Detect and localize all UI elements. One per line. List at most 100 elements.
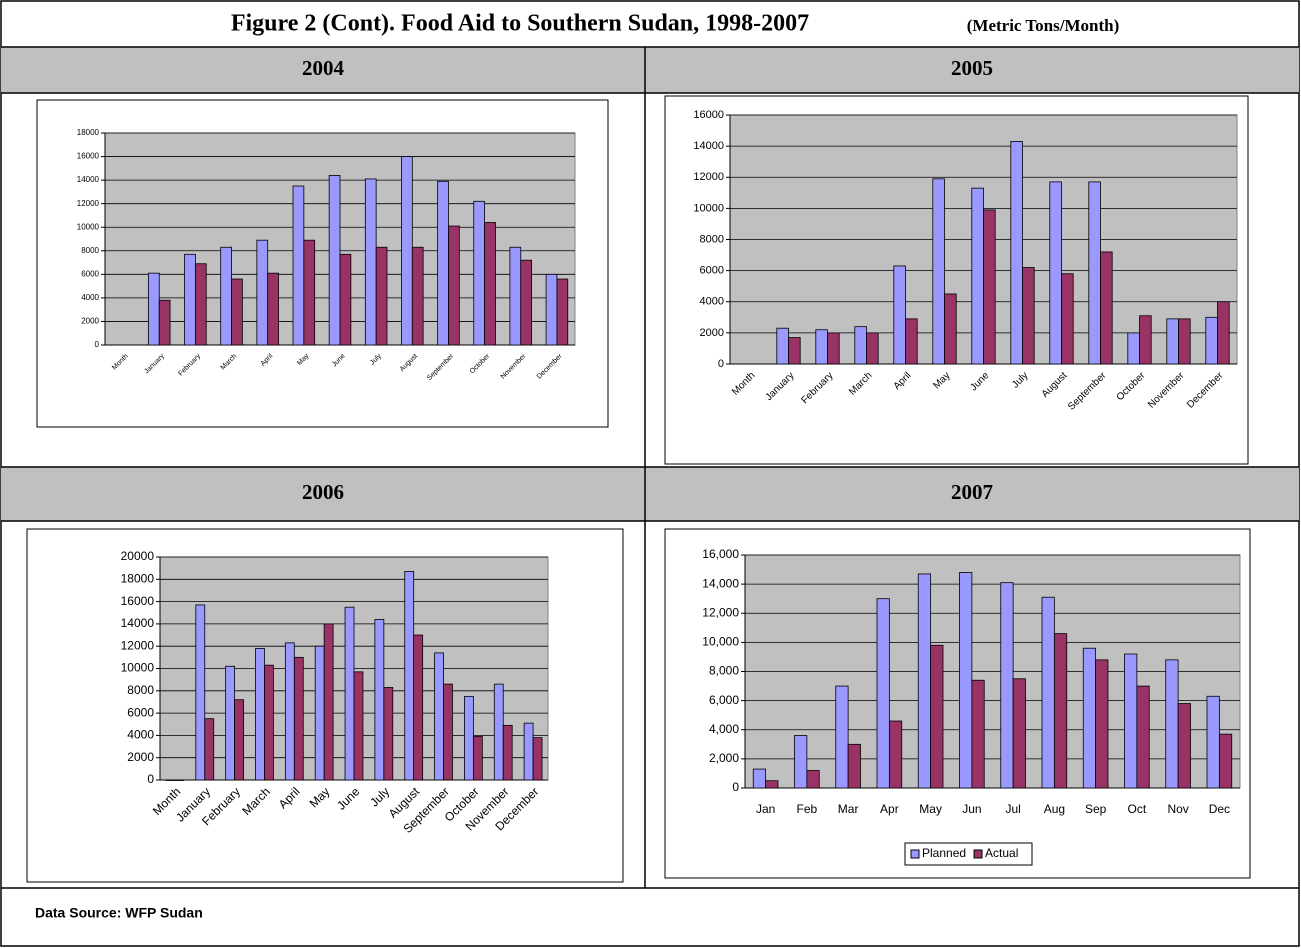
bar <box>776 327 789 365</box>
y-tick-label: 18000 <box>77 128 100 137</box>
bar <box>502 724 513 781</box>
y-tick-label: 6000 <box>127 705 154 719</box>
bar <box>1218 733 1233 789</box>
bar <box>545 273 558 346</box>
bar <box>264 664 274 781</box>
bar <box>893 265 906 365</box>
bar <box>374 619 385 781</box>
bar <box>1088 181 1101 365</box>
bar <box>520 259 533 346</box>
table-lines <box>1 46 1299 889</box>
bar <box>523 722 534 781</box>
bar <box>413 634 424 781</box>
y-tick-label: 4000 <box>81 293 99 302</box>
y-tick-label: 8000 <box>81 246 99 255</box>
bar <box>1166 318 1179 365</box>
x-tick-label: Aug <box>1044 802 1065 816</box>
y-tick-label: 8000 <box>700 233 724 245</box>
bar <box>448 225 460 346</box>
bar <box>788 337 801 365</box>
legend-box <box>904 842 1033 866</box>
bar <box>375 246 388 346</box>
x-tick-label: Dec <box>1209 802 1230 816</box>
bar <box>195 604 206 781</box>
bar <box>1095 659 1109 789</box>
x-tick-label: Jul <box>1005 802 1020 816</box>
bar <box>284 642 295 781</box>
bar <box>1041 596 1055 789</box>
y-tick-label: 16000 <box>77 152 100 161</box>
bar <box>225 665 236 781</box>
y-tick-label: 12000 <box>693 171 724 183</box>
bar <box>231 278 243 346</box>
bar <box>1061 273 1074 365</box>
bar <box>765 780 779 789</box>
header-row <box>1 467 1299 521</box>
bar <box>944 293 957 365</box>
y-tick-label: 12000 <box>77 199 100 208</box>
bar <box>255 648 265 781</box>
legend-label: Actual <box>985 846 1018 860</box>
bar <box>443 683 453 781</box>
bar <box>1205 316 1218 365</box>
legend-swatch <box>910 849 920 859</box>
bar <box>1139 315 1152 365</box>
bar <box>204 718 215 781</box>
bar <box>1177 703 1191 789</box>
bar <box>364 178 377 346</box>
bar <box>234 699 244 781</box>
bar <box>437 180 449 346</box>
bar <box>959 572 973 789</box>
bar <box>888 720 903 789</box>
page-subtitle: (Metric Tons/Month) <box>967 16 1120 35</box>
bar <box>905 318 918 365</box>
header-row <box>1 47 1299 93</box>
x-tick-label: Jan <box>756 802 775 816</box>
bar <box>1165 659 1179 789</box>
bar <box>1206 695 1220 789</box>
y-tick-label: 10000 <box>121 661 155 675</box>
panel-title: 2005 <box>951 56 993 80</box>
bar <box>752 768 767 789</box>
y-tick-label: 4000 <box>700 296 724 308</box>
y-tick-label: 0 <box>95 340 100 349</box>
y-tick-label: 2000 <box>81 317 99 326</box>
bar <box>917 573 932 789</box>
bar <box>866 332 879 365</box>
bar <box>1010 141 1023 365</box>
y-tick-label: 10,000 <box>702 635 739 649</box>
y-tick-label: 16000 <box>121 594 155 608</box>
bar <box>806 770 820 789</box>
y-tick-label: 10000 <box>77 222 100 231</box>
y-tick-label: 16000 <box>693 109 724 121</box>
x-tick-label: Apr <box>880 802 899 816</box>
y-tick-label: 4,000 <box>709 722 739 736</box>
bar <box>411 246 424 346</box>
panel-title: 2007 <box>951 480 993 504</box>
bar <box>827 332 840 365</box>
bar <box>854 326 867 365</box>
bar <box>932 178 945 365</box>
y-tick-label: 2,000 <box>709 751 739 765</box>
x-tick-label: Jun <box>962 802 981 816</box>
y-tick-label: 14,000 <box>702 576 739 590</box>
bar <box>1124 653 1138 789</box>
bar <box>323 623 334 781</box>
y-tick-label: 8000 <box>127 683 154 697</box>
bar <box>256 239 269 346</box>
bar <box>292 185 305 346</box>
bar <box>1136 685 1150 789</box>
bar <box>532 737 543 781</box>
bar <box>328 174 341 346</box>
bar <box>472 736 483 781</box>
bar <box>971 679 985 789</box>
bar <box>1012 678 1026 789</box>
bar <box>1000 582 1014 789</box>
bar <box>1053 633 1068 789</box>
y-tick-label: 8,000 <box>709 664 739 678</box>
y-tick-label: 12000 <box>121 638 155 652</box>
bar <box>1022 267 1035 365</box>
y-tick-label: 4000 <box>127 728 154 742</box>
x-tick-label: Nov <box>1167 802 1188 816</box>
